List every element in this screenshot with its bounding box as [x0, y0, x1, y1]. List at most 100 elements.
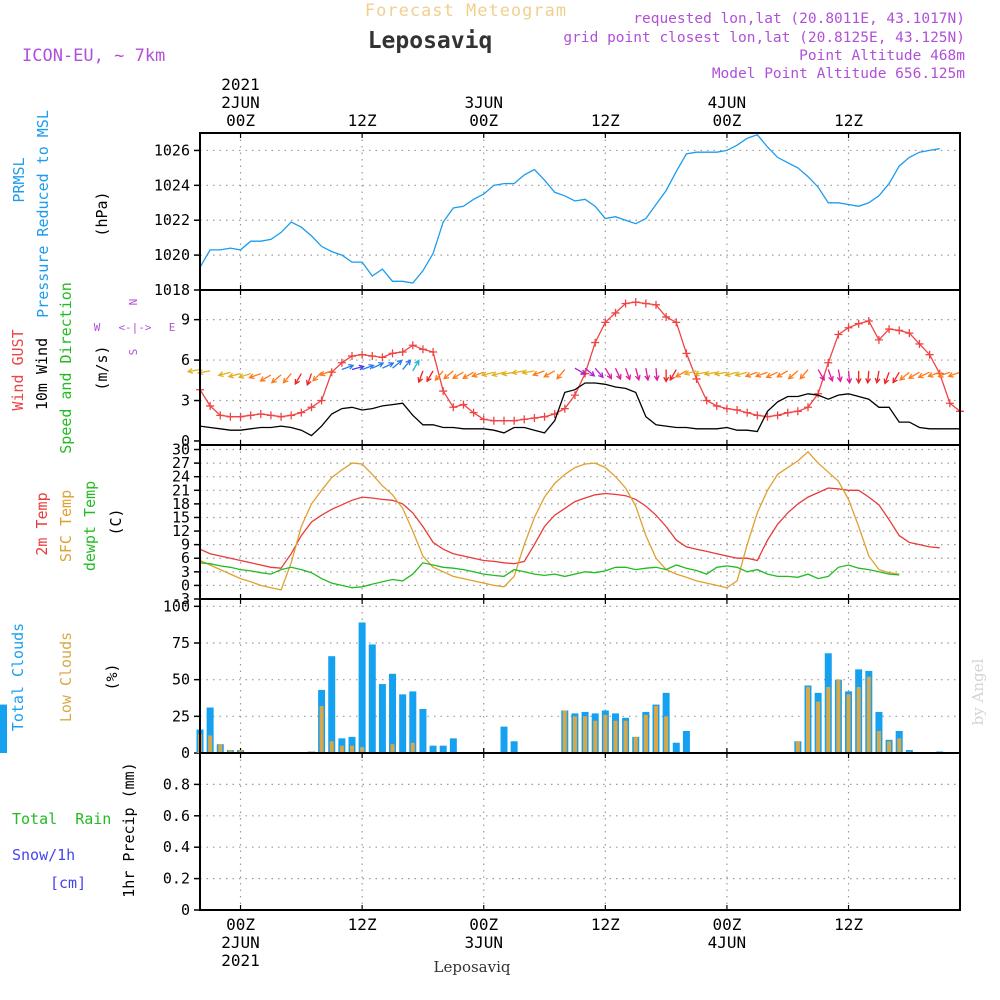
- wind-arrow: [312, 371, 323, 382]
- total-cloud-bar: [500, 726, 508, 753]
- wind-arrow: [371, 362, 384, 369]
- wind-arrow: [412, 360, 420, 372]
- gust-marker: [652, 300, 660, 309]
- ytick-label-temperature: 27: [172, 454, 190, 472]
- wind-arrow: [472, 371, 484, 377]
- ytick-label-precip: 0.2: [163, 870, 190, 888]
- gust-marker: [246, 411, 255, 420]
- top-axis-label: 00Z: [469, 111, 498, 130]
- wind-arrow-head: [462, 373, 469, 379]
- gust-marker: [793, 407, 802, 416]
- wind-arrow-head: [734, 371, 741, 378]
- gust-marker: [885, 325, 894, 334]
- wind-arrow: [239, 372, 251, 378]
- ytick-label-wind: 6: [181, 351, 190, 369]
- gust-marker: [398, 348, 407, 356]
- panel-wind: 0 3 6 9: [181, 290, 964, 450]
- wind-arrow-head: [846, 377, 853, 385]
- total-cloud-bar: [429, 745, 437, 753]
- wind-arrow-head: [237, 373, 245, 379]
- gust-marker: [662, 312, 671, 321]
- wind-arrow: [918, 371, 930, 378]
- bottom-axis-label: 00Z: [226, 915, 255, 934]
- bottom-axis-label: 2JUN: [221, 933, 260, 952]
- wind-arrow: [533, 370, 545, 376]
- wind-arrow-head: [625, 374, 632, 381]
- compass-north: N: [127, 299, 140, 306]
- wind-arrow-head: [892, 377, 898, 384]
- bottom-axis-label: 00Z: [469, 915, 498, 934]
- wind-arrow-head: [693, 370, 700, 377]
- wind-arrow: [482, 371, 495, 376]
- ytick-label-pressure: 1020: [154, 246, 190, 264]
- wind-arrow-head: [543, 372, 550, 378]
- wind-arrow: [402, 359, 411, 370]
- wind-arrow: [766, 371, 778, 378]
- total-cloud-bar: [338, 738, 346, 753]
- pressure-label-2: Pressure Reduced to MSL: [34, 110, 52, 318]
- wind-arrow: [574, 367, 586, 375]
- wind-arrow: [704, 371, 717, 375]
- wind-arrow-head: [713, 370, 721, 377]
- wind-arrow-head: [414, 359, 420, 366]
- top-axis-label: 00Z: [712, 111, 741, 130]
- gust-marker: [895, 326, 904, 335]
- total-cloud-bar: [419, 709, 427, 753]
- wind-arrow: [694, 371, 707, 375]
- low-cloud-bar: [887, 741, 892, 753]
- wind-arrow: [351, 365, 364, 371]
- footer-location: Leposaviq: [434, 958, 511, 976]
- wind-arrow: [228, 372, 241, 378]
- gust-marker: [702, 396, 711, 405]
- wind-arrow-head: [907, 373, 915, 379]
- t2m-label: 2m Temp: [33, 492, 51, 555]
- gust-marker: [631, 298, 640, 307]
- total-cloud-bar: [409, 691, 417, 753]
- gust-marker: [854, 319, 863, 328]
- wind-arrow-head: [358, 364, 365, 371]
- ytick-label-wind: 3: [181, 392, 190, 410]
- compass-east: E: [169, 321, 176, 334]
- panel-precip: 0 0.2 0.4 0.6 0.8: [163, 752, 961, 919]
- wind-arrow: [715, 371, 728, 375]
- wind-arrow-head: [883, 378, 890, 385]
- ytick-label-temperature: 3: [181, 563, 190, 581]
- wind-arrow: [294, 373, 302, 385]
- wind-arrow-head: [703, 370, 710, 377]
- panel-pressure: 1018 1020 1022 1024 1026: [154, 132, 961, 299]
- wind-arrow: [522, 370, 535, 374]
- top-axis-label: 2021: [221, 75, 260, 94]
- wind-arrow-head: [368, 364, 375, 370]
- bottom-axis-label: 00Z: [712, 915, 741, 934]
- wind-arrow-head: [500, 370, 508, 377]
- wind-arrow-head: [580, 369, 587, 375]
- wind-arrow: [462, 371, 474, 379]
- ytick-label-temperature: 21: [172, 481, 190, 499]
- grid-pressure: [200, 133, 960, 290]
- wind-arrow: [624, 367, 631, 380]
- low-cloud-bar: [603, 714, 608, 753]
- wind-arrow: [876, 370, 880, 383]
- temp-unit: (C): [107, 508, 125, 535]
- gust-marker: [834, 330, 843, 339]
- series-prmsl: [199, 133, 940, 284]
- low-cloud-bar: [410, 742, 415, 753]
- wind-arrow-head: [855, 378, 862, 385]
- wind-arrow: [938, 371, 951, 377]
- wind-arrow-head: [227, 372, 234, 379]
- rain-label: Total Rain: [12, 810, 111, 828]
- wind-arrow: [382, 362, 394, 369]
- gust-marker: [378, 353, 387, 362]
- ytick-label-temperature: -3: [172, 590, 190, 608]
- total-cloud-bar: [399, 694, 407, 753]
- gust-marker: [277, 412, 286, 421]
- wind-arrow-head: [787, 373, 794, 380]
- gust-marker: [408, 341, 417, 350]
- wind-arrow-head: [259, 376, 266, 382]
- requested-coords: requested lon,lat (20.8011E, 43.1017N): [633, 11, 965, 27]
- wind-arrow-head: [947, 372, 954, 378]
- total-cloud-bar: [510, 741, 518, 753]
- ytick-label-temperature: 15: [172, 508, 190, 526]
- gust-marker: [814, 389, 823, 398]
- total-cloud-bar: [439, 745, 447, 753]
